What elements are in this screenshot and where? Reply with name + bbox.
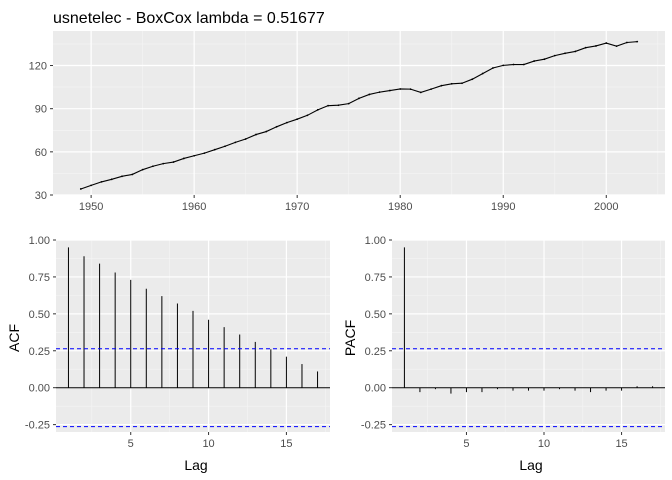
ts-data-point bbox=[265, 130, 268, 133]
ts-data-point bbox=[152, 165, 154, 168]
acf-x-axis-label: Lag bbox=[184, 457, 207, 473]
ts-data-point bbox=[337, 104, 340, 107]
ts-data-point bbox=[193, 154, 196, 157]
ts-data-point bbox=[213, 148, 216, 151]
ts-data-point bbox=[595, 45, 597, 47]
acf-y-tick-label: 0.25 bbox=[29, 346, 50, 358]
ts-data-point bbox=[378, 91, 381, 94]
ts-data-point bbox=[492, 67, 494, 69]
ts-data-point bbox=[244, 138, 247, 140]
ts-data-point bbox=[543, 58, 546, 61]
ts-data-point bbox=[481, 72, 484, 75]
ts-data-point bbox=[450, 82, 453, 85]
pacf-x-tick-label: 5 bbox=[463, 438, 469, 450]
ts-data-point bbox=[316, 108, 319, 111]
ts-data-point bbox=[389, 89, 391, 92]
ts-data-point bbox=[584, 46, 587, 49]
ts-data-point bbox=[502, 64, 505, 67]
ts-data-point bbox=[409, 88, 412, 91]
acf-y-axis-label: ACF bbox=[6, 324, 22, 352]
ts-x-tick-label: 1970 bbox=[285, 201, 309, 213]
ts-data-point bbox=[285, 121, 288, 124]
ts-data-point bbox=[574, 50, 577, 53]
pacf-x-tick-label: 15 bbox=[615, 438, 627, 450]
ts-data-point bbox=[605, 42, 608, 44]
acf-y-tick-label: 1.00 bbox=[29, 235, 50, 247]
ts-data-point bbox=[564, 52, 566, 55]
acf-x-tick-label: 15 bbox=[280, 438, 292, 450]
ts-data-point bbox=[141, 168, 144, 171]
pacf-y-tick-label: -0.25 bbox=[361, 420, 386, 432]
acf-x-tick-label: 5 bbox=[128, 438, 134, 450]
acf-y-tick-label: 0.00 bbox=[29, 383, 50, 395]
ts-data-point bbox=[306, 114, 309, 117]
ts-data-point bbox=[121, 175, 123, 178]
ts-data-point bbox=[172, 161, 175, 163]
acf-y-tick-label: 0.50 bbox=[29, 309, 50, 321]
pacf-y-axis-label: PACF bbox=[342, 320, 358, 356]
acf-y-tick-label: -0.25 bbox=[25, 420, 50, 432]
ts-data-point bbox=[296, 118, 299, 121]
ts-data-point bbox=[625, 41, 628, 44]
ts-data-point bbox=[512, 63, 515, 66]
ts-data-point bbox=[358, 97, 360, 100]
ts-data-point bbox=[79, 188, 82, 190]
pacf-y-tick-label: 0.00 bbox=[365, 383, 386, 395]
ts-data-point bbox=[419, 91, 422, 94]
ts-data-point bbox=[636, 40, 639, 43]
ts-data-point bbox=[440, 84, 443, 87]
ts-data-point bbox=[553, 54, 556, 57]
ts-data-point bbox=[471, 78, 474, 81]
ts-data-point bbox=[182, 157, 185, 160]
ts-data-point bbox=[255, 133, 257, 136]
ts-data-point bbox=[100, 181, 103, 183]
ts-x-tick-label: 1990 bbox=[491, 201, 515, 213]
ts-data-point bbox=[461, 82, 463, 85]
acf-x-tick-label: 10 bbox=[202, 438, 214, 450]
pacf-y-tick-label: 0.50 bbox=[365, 309, 386, 321]
acf-panel: 5 10 15 -0.25 0.00 0.25 0.50 0.75 1.00 bbox=[25, 235, 330, 450]
ts-y-tick-label: 120 bbox=[29, 61, 47, 73]
pacf-x-axis-label: Lag bbox=[519, 457, 542, 473]
ts-data-point bbox=[327, 104, 329, 107]
ts-data-point bbox=[615, 45, 618, 48]
ts-data-point bbox=[399, 88, 402, 90]
ts-y-tick-label: 30 bbox=[35, 190, 47, 202]
pacf-panel-background bbox=[392, 240, 665, 432]
time-series-panel: 1950 1960 1970 1980 1990 2000 30 60 90 120 bbox=[29, 31, 665, 213]
ts-data-point bbox=[368, 93, 371, 96]
ts-data-point bbox=[162, 162, 165, 165]
ts-x-tick-label: 1960 bbox=[182, 201, 206, 213]
ts-panel-background bbox=[53, 31, 665, 195]
ts-x-tick-label: 2000 bbox=[594, 201, 618, 213]
ts-data-point bbox=[110, 178, 113, 181]
pacf-y-tick-label: 0.75 bbox=[365, 272, 386, 284]
ts-data-point bbox=[533, 60, 536, 62]
time-series-title: usnetelec - BoxCox lambda = 0.51677 bbox=[53, 10, 325, 27]
ts-y-tick-label: 90 bbox=[35, 104, 47, 116]
ts-x-tick-label: 1980 bbox=[388, 201, 412, 213]
pacf-panel: 5 10 15 -0.25 0.00 0.25 0.50 0.75 1.00 bbox=[361, 235, 665, 450]
ts-data-point bbox=[430, 88, 433, 91]
ts-data-point bbox=[275, 125, 278, 128]
pacf-y-tick-label: 0.25 bbox=[365, 346, 386, 358]
ts-data-point bbox=[90, 184, 93, 187]
ts-data-point bbox=[234, 141, 237, 144]
pacf-x-tick-label: 10 bbox=[538, 438, 550, 450]
ts-data-point bbox=[203, 152, 206, 155]
ts-y-tick-label: 60 bbox=[35, 147, 47, 159]
ts-data-point bbox=[522, 63, 525, 66]
ts-data-point bbox=[131, 173, 134, 176]
acf-y-tick-label: 0.75 bbox=[29, 272, 50, 284]
pacf-y-tick-label: 1.00 bbox=[365, 235, 386, 247]
ts-x-tick-label: 1950 bbox=[79, 201, 103, 213]
ts-data-point bbox=[224, 145, 226, 148]
ts-data-point bbox=[347, 102, 350, 105]
